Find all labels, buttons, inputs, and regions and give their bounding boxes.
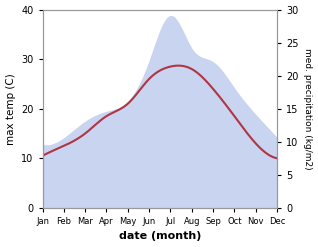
Y-axis label: med. precipitation (kg/m2): med. precipitation (kg/m2) <box>303 48 313 169</box>
X-axis label: date (month): date (month) <box>119 231 201 242</box>
Y-axis label: max temp (C): max temp (C) <box>5 73 16 144</box>
